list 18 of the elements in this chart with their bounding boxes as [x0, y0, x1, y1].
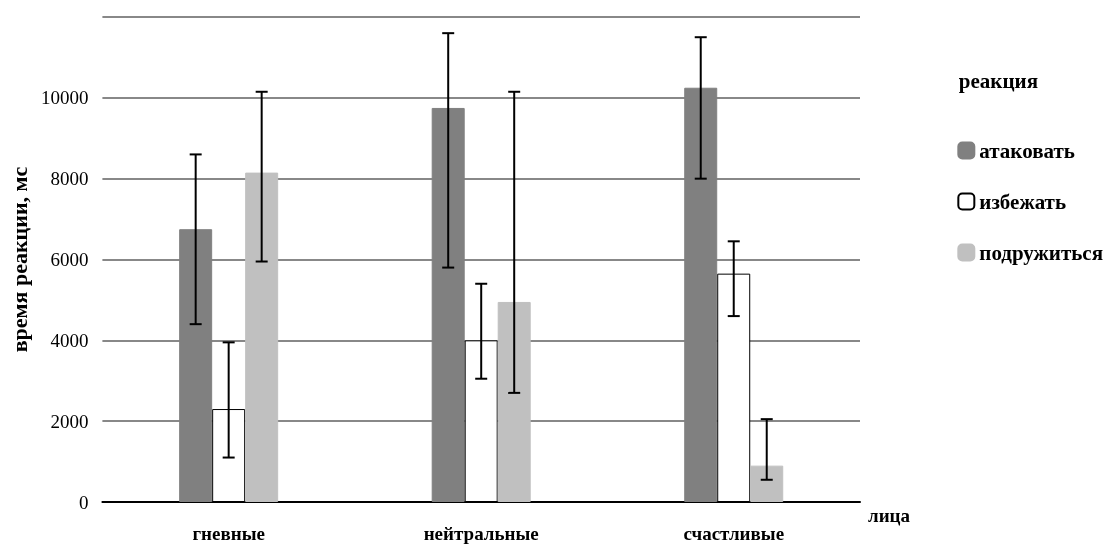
legend-label: избежать — [979, 189, 1067, 214]
y-tick-label: 4000 — [50, 329, 89, 351]
y-tick-label: 10000 — [40, 87, 89, 109]
bar — [497, 301, 531, 502]
bar — [245, 172, 279, 502]
legend-title: реакция — [958, 68, 1039, 93]
x-tick-label: счастливые — [683, 523, 785, 544]
y-tick-label: 6000 — [50, 249, 89, 270]
x-tick-label: гневные — [192, 523, 265, 544]
y-tick-label: 8000 — [50, 168, 89, 190]
legend-label: подружиться — [979, 240, 1104, 265]
x-tick-label: нейтральные — [423, 523, 539, 544]
legend-label: атаковать — [979, 138, 1075, 163]
y-tick-label: 0 — [78, 491, 89, 513]
y-axis-title: время реакции, мс — [6, 166, 32, 353]
x-axis-title: лица — [868, 505, 911, 526]
y-tick-label: 2000 — [50, 410, 89, 432]
bar — [750, 465, 784, 502]
